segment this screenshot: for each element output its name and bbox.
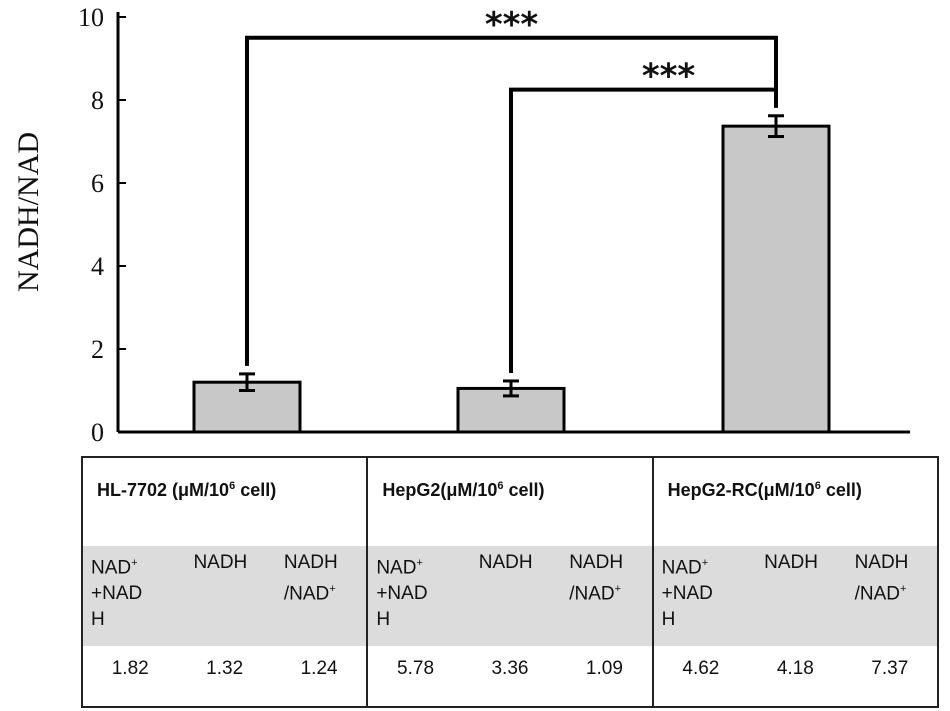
group-title-text: HepG2(μM/10 [382,479,498,500]
significance-bracket [245,35,778,366]
y-tick-label: 8 [91,86,104,115]
y-tick-label: 6 [91,169,104,198]
group-title-sup: 6 [497,479,504,492]
table-cell: 1.82 [111,658,149,679]
col-total-header: NAD+ +NAD H [661,557,713,631]
col-nadh-header: NADH [193,552,248,573]
col-total-header: NAD+ +NAD H [91,557,143,631]
col-ratio-header: NADH/NAD+ [569,552,624,605]
col-nadh-header: NADH [764,552,818,573]
group-title: HL-7702 (μM/106 cell) [83,458,366,522]
y-tick-label: 10 [78,3,104,32]
data-table: HL-7702 (μM/106 cell) NAD+ +NAD H NADH NADH/N… [80,456,940,708]
value-row: 1.82 1.32 1.24 [83,646,366,706]
col-nadh-header: NADH [478,552,533,573]
group-title: HepG2-RC(μM/106 cell) [654,458,937,522]
group-title-tail: cell) [235,479,277,500]
group-title-text: HL-7702 (μM/10 [97,479,230,500]
column-header-row: NAD+ +NAD H NADH NADH/NAD+ [653,546,937,646]
y-tick-label: 2 [91,335,104,364]
table-cell: 5.78 [397,658,435,679]
group-title-text: HepG2-RC(μM/10 [667,479,815,500]
column-header-row: NAD+ +NAD H NADH NADH/NAD+ [83,546,367,646]
y-tick-label: 4 [91,252,104,281]
table-cell: 3.36 [491,658,529,679]
table-cell: 1.32 [206,658,244,679]
significance-label: *** [642,57,696,97]
table-cell: 4.18 [776,658,814,679]
y-axis-label: NADH/NAD [12,132,45,292]
table-cell: 1.09 [585,658,623,679]
bar-chart: 0 2 4 6 8 10 *** *** NADH/NAD [12,3,910,447]
table-cell: 1.24 [300,658,338,679]
group-title-sup: 6 [229,479,236,492]
y-tick-label: 0 [91,418,104,447]
column-header-row: NAD+ +NAD H NADH NADH/NAD+ [368,546,652,646]
table-cell: 4.62 [682,658,720,679]
group-title-tail: cell) [820,479,862,500]
value-row: 4.62 4.18 7.37 [654,646,937,706]
group-title-sup: 6 [814,479,821,492]
col-total-header: NAD+ +NAD H [376,557,428,631]
group-title: HepG2(μM/106 cell) [368,458,651,522]
significance-bracket [509,87,778,373]
table-cell: 7.37 [871,658,909,679]
table-group: HepG2(μM/106 cell) NAD+ +NAD H NADH NADH/NAD+… [366,456,654,708]
table-group: HL-7702 (μM/106 cell) NAD+ +NAD H NADH NADH/N… [80,456,369,708]
bar [721,124,831,434]
col-ratio-header: NADH/NAD+ [854,552,909,605]
value-row: 5.78 3.36 1.09 [368,646,651,706]
significance-label: *** [485,5,539,45]
col-ratio-header: NADH/NAD+ [283,552,338,605]
group-title-tail: cell) [503,479,545,500]
table-group: HepG2-RC(μM/106 cell) NAD+ +NAD H NADH NADH/N… [651,456,940,708]
